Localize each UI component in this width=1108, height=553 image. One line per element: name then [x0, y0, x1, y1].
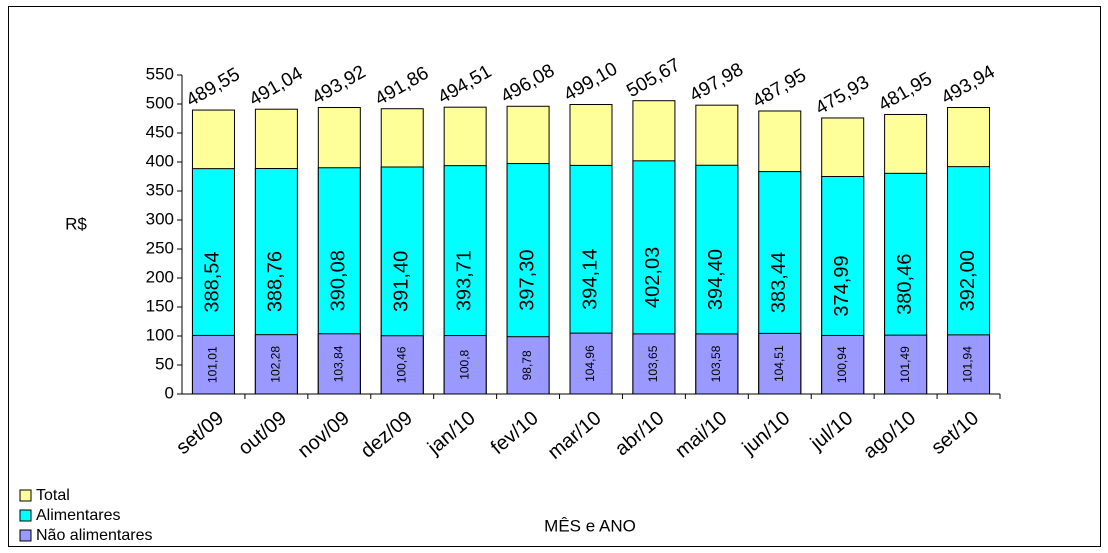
bar [506, 336, 550, 395]
value-label: 505,67 [623, 55, 684, 102]
x-tick-label: nov/09 [294, 407, 354, 462]
value-label: 100,46 [394, 346, 408, 383]
value-label: 383,44 [768, 252, 790, 313]
value-label: 100,8 [457, 349, 471, 379]
value-label: 489,55 [183, 64, 244, 111]
value-label: 393,71 [453, 250, 475, 311]
x-axis-label: MÊS e ANO [544, 516, 636, 535]
value-label: 388,54 [202, 251, 224, 312]
x-tick-label: ago/10 [859, 407, 920, 463]
x-tick-label: jun/10 [738, 407, 795, 460]
y-tick-label: 450 [146, 122, 174, 141]
bar [821, 334, 865, 395]
y-tick-label: 150 [146, 296, 174, 315]
value-label: 491,04 [246, 63, 307, 110]
legend-label: Total [36, 487, 70, 504]
y-tick-label: 350 [146, 180, 174, 199]
legend-swatch [19, 529, 32, 542]
y-tick-label: 200 [146, 267, 174, 286]
x-tick-label: fev/10 [487, 407, 543, 459]
value-label: 374,99 [831, 255, 853, 316]
y-tick-label: 550 [146, 64, 174, 83]
bar [191, 334, 235, 395]
x-tick-label: mai/10 [671, 407, 731, 462]
y-tick-label: 400 [146, 151, 174, 170]
value-label: 103,65 [646, 345, 660, 382]
value-label: 100,94 [835, 346, 849, 383]
value-label: 491,86 [372, 63, 433, 110]
value-label: 388,76 [265, 251, 287, 312]
value-label: 394,40 [705, 249, 727, 310]
legend-swatch [19, 489, 32, 502]
value-label: 392,00 [957, 250, 979, 311]
value-label: 102,28 [269, 346, 283, 383]
value-label: 104,96 [583, 345, 597, 382]
x-tick-label: set/09 [172, 407, 228, 459]
x-tick-label: set/10 [927, 407, 983, 459]
value-label: 397,30 [516, 250, 538, 311]
x-tick-label: jan/10 [423, 407, 480, 460]
bar [947, 334, 991, 395]
value-label: 103,58 [709, 345, 723, 382]
y-tick-label: 0 [165, 383, 174, 402]
value-label: 475,93 [812, 72, 873, 119]
value-label: 499,10 [560, 58, 621, 105]
value-label: 394,14 [579, 249, 601, 310]
bar [884, 334, 928, 395]
value-label: 101,01 [206, 346, 220, 383]
y-tick-label: 100 [146, 325, 174, 344]
value-label: 380,46 [894, 254, 916, 315]
value-label: 494,51 [434, 61, 495, 108]
y-axis-label: R$ [65, 214, 87, 233]
value-label: 493,92 [309, 61, 370, 108]
value-label: 390,08 [328, 250, 350, 311]
value-label: 487,95 [749, 65, 810, 112]
value-label: 103,84 [331, 345, 345, 382]
x-tick-label: out/09 [234, 407, 291, 460]
value-label: 497,98 [686, 59, 747, 106]
bar [695, 333, 739, 395]
bar [443, 335, 487, 395]
bar [380, 335, 424, 395]
legend-label: Não alimentares [36, 527, 153, 544]
value-label: 391,40 [391, 251, 413, 312]
y-tick-label: 250 [146, 238, 174, 257]
y-tick-label: 50 [155, 354, 174, 373]
bar [632, 333, 676, 395]
x-tick-label: jul/10 [806, 407, 858, 455]
frame [8, 6, 1101, 547]
y-tick-label: 500 [146, 93, 174, 112]
value-label: 496,08 [497, 60, 558, 107]
value-label: 101,94 [961, 346, 975, 383]
value-label: 481,95 [875, 68, 936, 115]
bar [569, 332, 613, 395]
value-label: 493,94 [938, 61, 999, 108]
value-label: 402,03 [642, 247, 664, 308]
value-label: 104,51 [772, 345, 786, 382]
x-tick-label: mar/10 [544, 407, 606, 464]
value-label: 98,78 [520, 350, 534, 380]
bar [254, 334, 298, 395]
y-tick-label: 300 [146, 209, 174, 228]
legend-label: Alimentares [36, 507, 120, 524]
x-tick-label: abr/10 [611, 407, 669, 460]
bar [758, 332, 802, 395]
x-tick-label: dez/09 [357, 407, 417, 462]
value-label: 101,49 [898, 346, 912, 383]
bar [317, 333, 361, 395]
legend-swatch [19, 509, 32, 522]
